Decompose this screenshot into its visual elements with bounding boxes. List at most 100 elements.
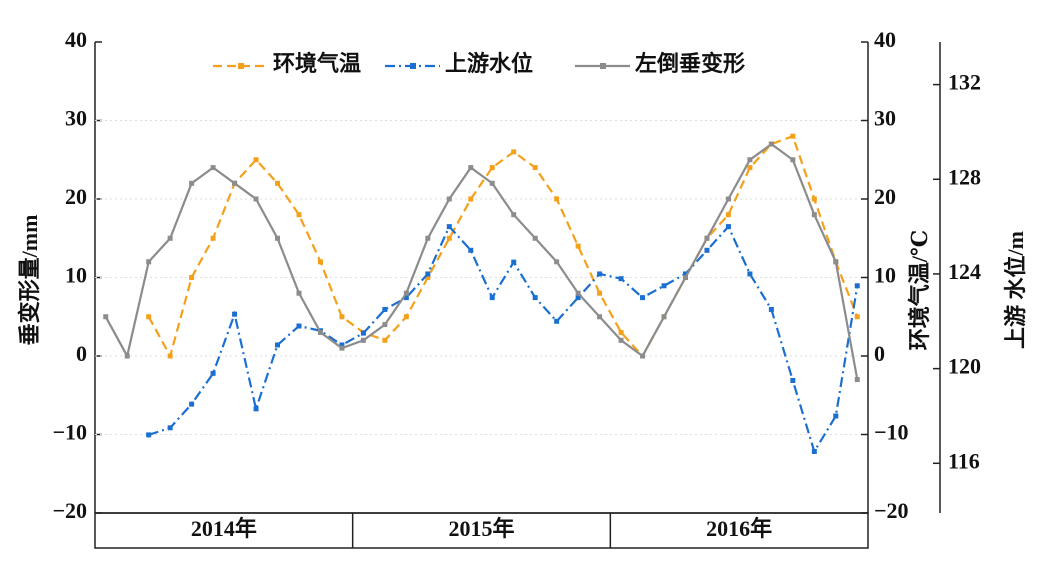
series-marker	[339, 345, 345, 351]
category-band	[94, 512, 869, 549]
series-marker	[597, 314, 603, 320]
series-marker	[854, 377, 860, 383]
series-marker	[339, 314, 345, 320]
series-marker	[554, 196, 560, 202]
series-marker	[489, 165, 495, 171]
series-marker	[167, 425, 173, 431]
series-marker	[403, 290, 409, 296]
series-marker	[382, 337, 388, 343]
series-marker	[618, 276, 624, 282]
series-marker	[661, 283, 667, 289]
series-marker	[317, 329, 323, 335]
y-tick-label: −20	[52, 498, 87, 523]
legend-marker	[600, 63, 606, 69]
series-marker	[275, 235, 281, 241]
legend-marker	[238, 63, 244, 69]
y-tick-label: 40	[65, 27, 87, 52]
series-marker	[146, 259, 152, 265]
series-marker	[275, 342, 281, 348]
series-marker	[511, 259, 517, 265]
series-marker	[360, 337, 366, 343]
series-marker	[339, 342, 345, 348]
series-marker	[833, 413, 839, 419]
series-marker	[468, 165, 474, 171]
series-marker	[489, 180, 495, 186]
series-marker	[189, 180, 195, 186]
series-marker	[854, 314, 860, 320]
series-marker	[725, 196, 731, 202]
series-marker	[532, 295, 538, 301]
series-marker	[425, 275, 431, 280]
series-marker	[575, 290, 581, 296]
series-marker	[189, 275, 195, 280]
series-marker	[811, 196, 817, 202]
series-marker	[554, 318, 560, 324]
y-tick-label: 10	[65, 263, 87, 288]
series-marker	[618, 337, 624, 343]
series-marker	[747, 165, 753, 171]
series-marker	[833, 259, 839, 265]
series-marker	[640, 353, 646, 359]
y2-tick-label: 40	[874, 27, 896, 52]
series-marker	[854, 283, 860, 289]
y2-tick-label: 10	[874, 263, 896, 288]
series-marker	[768, 306, 774, 312]
y3-tick-label: 128	[948, 164, 981, 189]
series-marker	[146, 432, 152, 438]
series-marker	[618, 329, 624, 335]
series-marker	[210, 165, 216, 171]
series-marker	[640, 295, 646, 301]
series-marker	[210, 235, 216, 241]
series-marker	[446, 235, 452, 241]
series-line	[104, 142, 859, 380]
series-marker	[511, 212, 517, 218]
legend-label: 环境气温	[273, 51, 361, 76]
series-marker	[554, 259, 560, 265]
series-marker	[682, 275, 688, 280]
series-marker	[468, 247, 474, 253]
series-marker	[425, 271, 431, 277]
series-marker	[403, 314, 409, 320]
series-marker	[704, 247, 710, 253]
series-marker	[446, 224, 452, 230]
series-marker	[253, 196, 259, 202]
series-marker	[382, 306, 388, 312]
y-tick-label: 30	[65, 106, 87, 131]
series-marker	[790, 377, 796, 383]
series-marker	[597, 290, 603, 296]
series-marker	[811, 448, 817, 454]
series-marker	[661, 314, 667, 320]
x-tick-label: 2016年	[706, 516, 772, 541]
y3-tick-label: 132	[948, 70, 981, 95]
series-marker	[167, 235, 173, 241]
y-tick-label: −10	[52, 420, 87, 445]
series-marker	[597, 271, 603, 277]
series-marker	[725, 212, 731, 218]
series-marker	[210, 370, 216, 376]
series-marker	[811, 212, 817, 218]
series-marker	[253, 157, 259, 163]
series-line	[148, 224, 859, 455]
series-marker	[382, 322, 388, 328]
series-marker	[747, 271, 753, 277]
x-tick-label: 2014年	[191, 516, 257, 541]
series-marker	[532, 235, 538, 241]
series-marker	[317, 259, 323, 265]
series-marker	[275, 180, 281, 186]
x-tick-label: 2015年	[448, 516, 514, 541]
y-tick-label: 0	[76, 341, 87, 366]
series-marker	[124, 353, 130, 359]
series-marker	[704, 235, 710, 241]
series-marker	[575, 295, 581, 301]
series-marker	[532, 165, 538, 171]
y-tick-label: 20	[65, 184, 87, 209]
series-marker	[189, 401, 195, 407]
legend-label: 上游水位	[445, 51, 533, 76]
y2-tick-label: 30	[874, 106, 896, 131]
series-marker	[296, 290, 302, 296]
series-marker	[489, 295, 495, 301]
y-axis-label: 垂变形量/mm	[17, 215, 42, 346]
series-marker	[232, 311, 238, 317]
y3-tick-label: 120	[948, 354, 981, 379]
